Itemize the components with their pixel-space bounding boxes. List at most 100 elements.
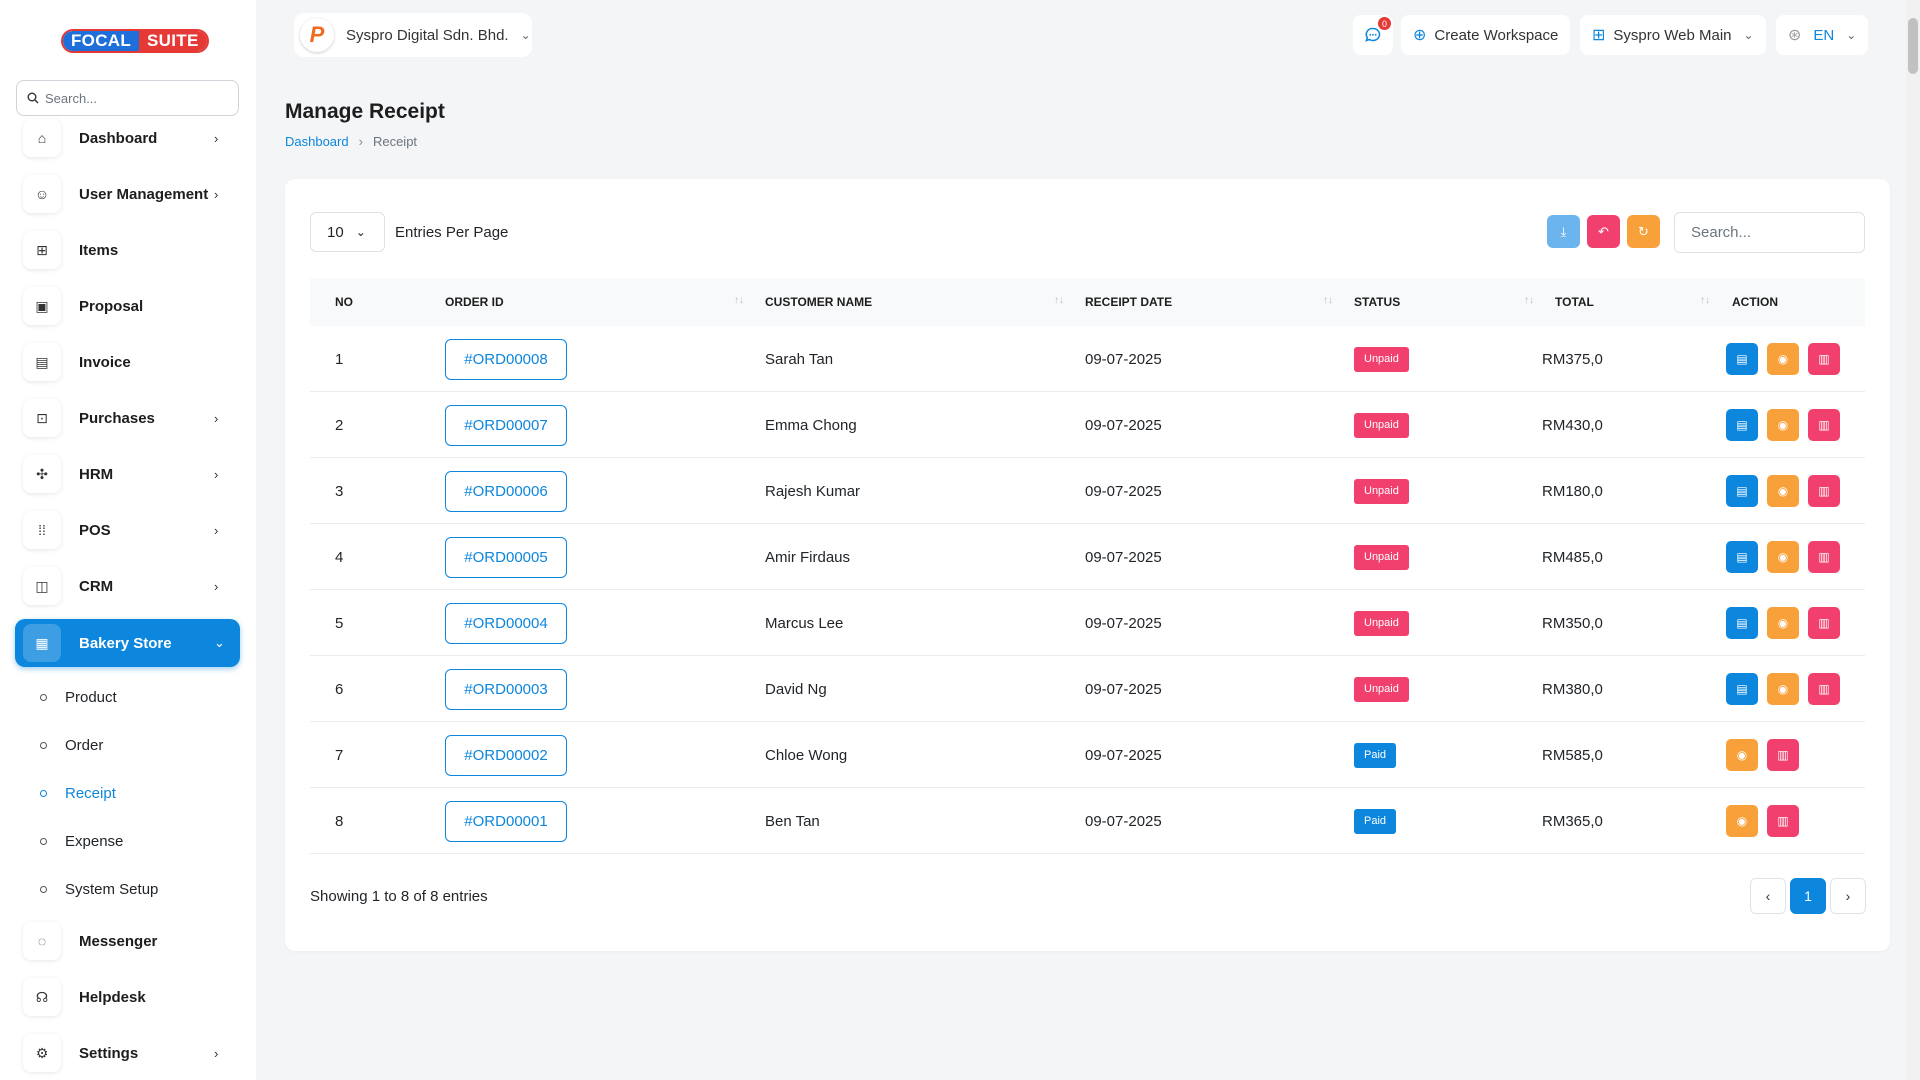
- notifications-button[interactable]: 0: [1353, 15, 1393, 55]
- workspace-selector[interactable]: ⊞ Syspro Web Main ⌄: [1580, 15, 1766, 55]
- receipt-action-button[interactable]: ▤: [1726, 673, 1758, 705]
- breadcrumb-home-link[interactable]: Dashboard: [285, 134, 349, 149]
- delete-button[interactable]: ▥: [1808, 409, 1840, 441]
- column-header-receipt-date[interactable]: RECEIPT DATE: [1085, 295, 1173, 309]
- sidebar-item-messenger[interactable]: ◌ Messenger: [15, 917, 240, 965]
- view-button[interactable]: ◉: [1767, 607, 1799, 639]
- view-button[interactable]: ◉: [1767, 343, 1799, 375]
- breadcrumb-current: Receipt: [372, 134, 418, 149]
- company-name: Syspro Digital Sdn. Bhd.: [346, 26, 509, 44]
- purchases-icon: ⊡: [23, 399, 61, 437]
- cell-customer-name: Marcus Lee: [765, 614, 844, 632]
- sidebar-subitem-label: Expense: [65, 832, 124, 850]
- cell-no: 7: [335, 746, 344, 764]
- brand-logo[interactable]: FOCAL SUITE: [61, 29, 209, 53]
- create-workspace-button[interactable]: ⊕ Create Workspace: [1401, 15, 1571, 55]
- receipt-action-button[interactable]: ▤: [1726, 475, 1758, 507]
- sidebar-item-bakery-store[interactable]: ▦ Bakery Store ⌄: [15, 619, 240, 667]
- chevron-down-icon: ⌄: [1846, 28, 1857, 42]
- cell-receipt-date: 09-07-2025: [1085, 416, 1162, 434]
- sidebar-subitem-order[interactable]: Order: [40, 731, 103, 759]
- bullet-icon: [40, 693, 47, 701]
- view-button[interactable]: ◉: [1767, 541, 1799, 573]
- column-header-no[interactable]: NO: [335, 295, 353, 309]
- view-button[interactable]: ◉: [1767, 475, 1799, 507]
- sidebar-item-purchases[interactable]: ⊡ Purchases ›: [15, 394, 240, 442]
- order-id-button[interactable]: #ORD00006: [445, 470, 567, 512]
- sidebar-item-helpdesk[interactable]: ☊ Helpdesk: [15, 973, 240, 1021]
- view-button[interactable]: ◉: [1767, 673, 1799, 705]
- cell-actions: ▤ ◉ ▥: [1726, 326, 1849, 392]
- sidebar-subitem-receipt[interactable]: Receipt: [40, 779, 116, 807]
- order-id-button[interactable]: #ORD00002: [445, 734, 567, 776]
- delete-button[interactable]: ▥: [1767, 805, 1799, 837]
- bullet-icon: [40, 789, 47, 797]
- sidebar-subitem-expense[interactable]: Expense: [40, 827, 123, 855]
- sort-icon[interactable]: ↑↓: [1524, 295, 1534, 306]
- receipt-action-button[interactable]: ▤: [1726, 343, 1758, 375]
- pagination-prev-button[interactable]: ‹: [1750, 878, 1786, 914]
- view-button[interactable]: ◉: [1767, 409, 1799, 441]
- sidebar-item-proposal[interactable]: ▣ Proposal: [15, 282, 240, 330]
- sort-icon[interactable]: ↑↓: [734, 295, 744, 306]
- column-header-order-id[interactable]: ORDER ID: [445, 295, 504, 309]
- sidebar-search-input[interactable]: [45, 90, 225, 106]
- language-selector[interactable]: ⊛ EN ⌄: [1776, 15, 1869, 55]
- reset-button[interactable]: ↶: [1587, 215, 1620, 248]
- column-header-status[interactable]: STATUS: [1354, 295, 1401, 309]
- status-badge: Unpaid: [1354, 412, 1409, 438]
- order-id-button[interactable]: #ORD00003: [445, 668, 567, 710]
- delete-button[interactable]: ▥: [1808, 343, 1840, 375]
- delete-button[interactable]: ▥: [1808, 541, 1840, 573]
- eye-icon: ◉: [1777, 352, 1789, 366]
- cell-no: 2: [335, 416, 344, 434]
- table-search-input[interactable]: [1674, 212, 1865, 253]
- table-row: 3 #ORD00006 Rajesh Kumar 09-07-2025 Unpaid RM…: [310, 458, 1865, 524]
- sidebar-item-invoice[interactable]: ▤ Invoice: [15, 338, 240, 386]
- order-id-button[interactable]: #ORD00001: [445, 800, 567, 842]
- pagination-next-button[interactable]: ›: [1830, 878, 1866, 914]
- refresh-button[interactable]: ↻: [1627, 215, 1660, 248]
- delete-button[interactable]: ▥: [1808, 607, 1840, 639]
- cell-actions: ◉ ▥: [1726, 788, 1808, 854]
- chevron-down-icon: ⌄: [214, 635, 225, 650]
- delete-button[interactable]: ▥: [1808, 673, 1840, 705]
- store-icon: ▦: [23, 624, 61, 662]
- column-header-customer-name[interactable]: CUSTOMER NAME: [765, 295, 873, 309]
- company-selector[interactable]: P Syspro Digital Sdn. Bhd. ⌄: [294, 13, 532, 57]
- sort-icon[interactable]: ↑↓: [1700, 295, 1710, 306]
- sidebar-item-pos[interactable]: ⁞⁞ POS ›: [15, 506, 240, 554]
- receipt-action-button[interactable]: ▤: [1726, 409, 1758, 441]
- table-row: 7 #ORD00002 Chloe Wong 09-07-2025 Paid RM585,…: [310, 722, 1865, 788]
- order-id-button[interactable]: #ORD00004: [445, 602, 567, 644]
- export-button[interactable]: ⤓: [1547, 215, 1580, 248]
- sidebar-item-crm[interactable]: ◫ CRM ›: [15, 562, 240, 610]
- column-header-total[interactable]: TOTAL: [1555, 295, 1594, 309]
- cell-actions: ▤ ◉ ▥: [1726, 524, 1849, 590]
- page-scrollbar[interactable]: [1906, 0, 1920, 1080]
- receipt-action-button[interactable]: ▤: [1726, 541, 1758, 573]
- cell-receipt-date: 09-07-2025: [1085, 812, 1162, 830]
- sidebar-subitem-system-setup[interactable]: System Setup: [40, 875, 158, 903]
- order-id-button[interactable]: #ORD00005: [445, 536, 567, 578]
- entries-per-page-select[interactable]: 10 ⌄: [310, 212, 385, 252]
- receipt-action-button[interactable]: ▤: [1726, 607, 1758, 639]
- sidebar-item-user-management[interactable]: ☺ User Management ›: [15, 170, 240, 218]
- sidebar-item-items[interactable]: ⊞ Items: [15, 226, 240, 274]
- sidebar-item-settings[interactable]: ⚙ Settings ›: [15, 1029, 240, 1077]
- pagination-page-button[interactable]: 1: [1790, 878, 1826, 914]
- chevron-right-icon: ›: [214, 1045, 219, 1061]
- sidebar-subitem-product[interactable]: Product: [40, 683, 117, 711]
- company-logo: P: [300, 18, 334, 52]
- sidebar-item-hrm[interactable]: ✣ HRM ›: [15, 450, 240, 498]
- delete-button[interactable]: ▥: [1808, 475, 1840, 507]
- sidebar-item-dashboard[interactable]: ⌂ Dashboard ›: [15, 114, 240, 162]
- sort-icon[interactable]: ↑↓: [1323, 295, 1333, 306]
- scrollbar-thumb[interactable]: [1908, 18, 1918, 74]
- sort-icon[interactable]: ↑↓: [1054, 295, 1064, 306]
- view-button[interactable]: ◉: [1726, 739, 1758, 771]
- order-id-button[interactable]: #ORD00008: [445, 338, 567, 380]
- order-id-button[interactable]: #ORD00007: [445, 404, 567, 446]
- delete-button[interactable]: ▥: [1767, 739, 1799, 771]
- view-button[interactable]: ◉: [1726, 805, 1758, 837]
